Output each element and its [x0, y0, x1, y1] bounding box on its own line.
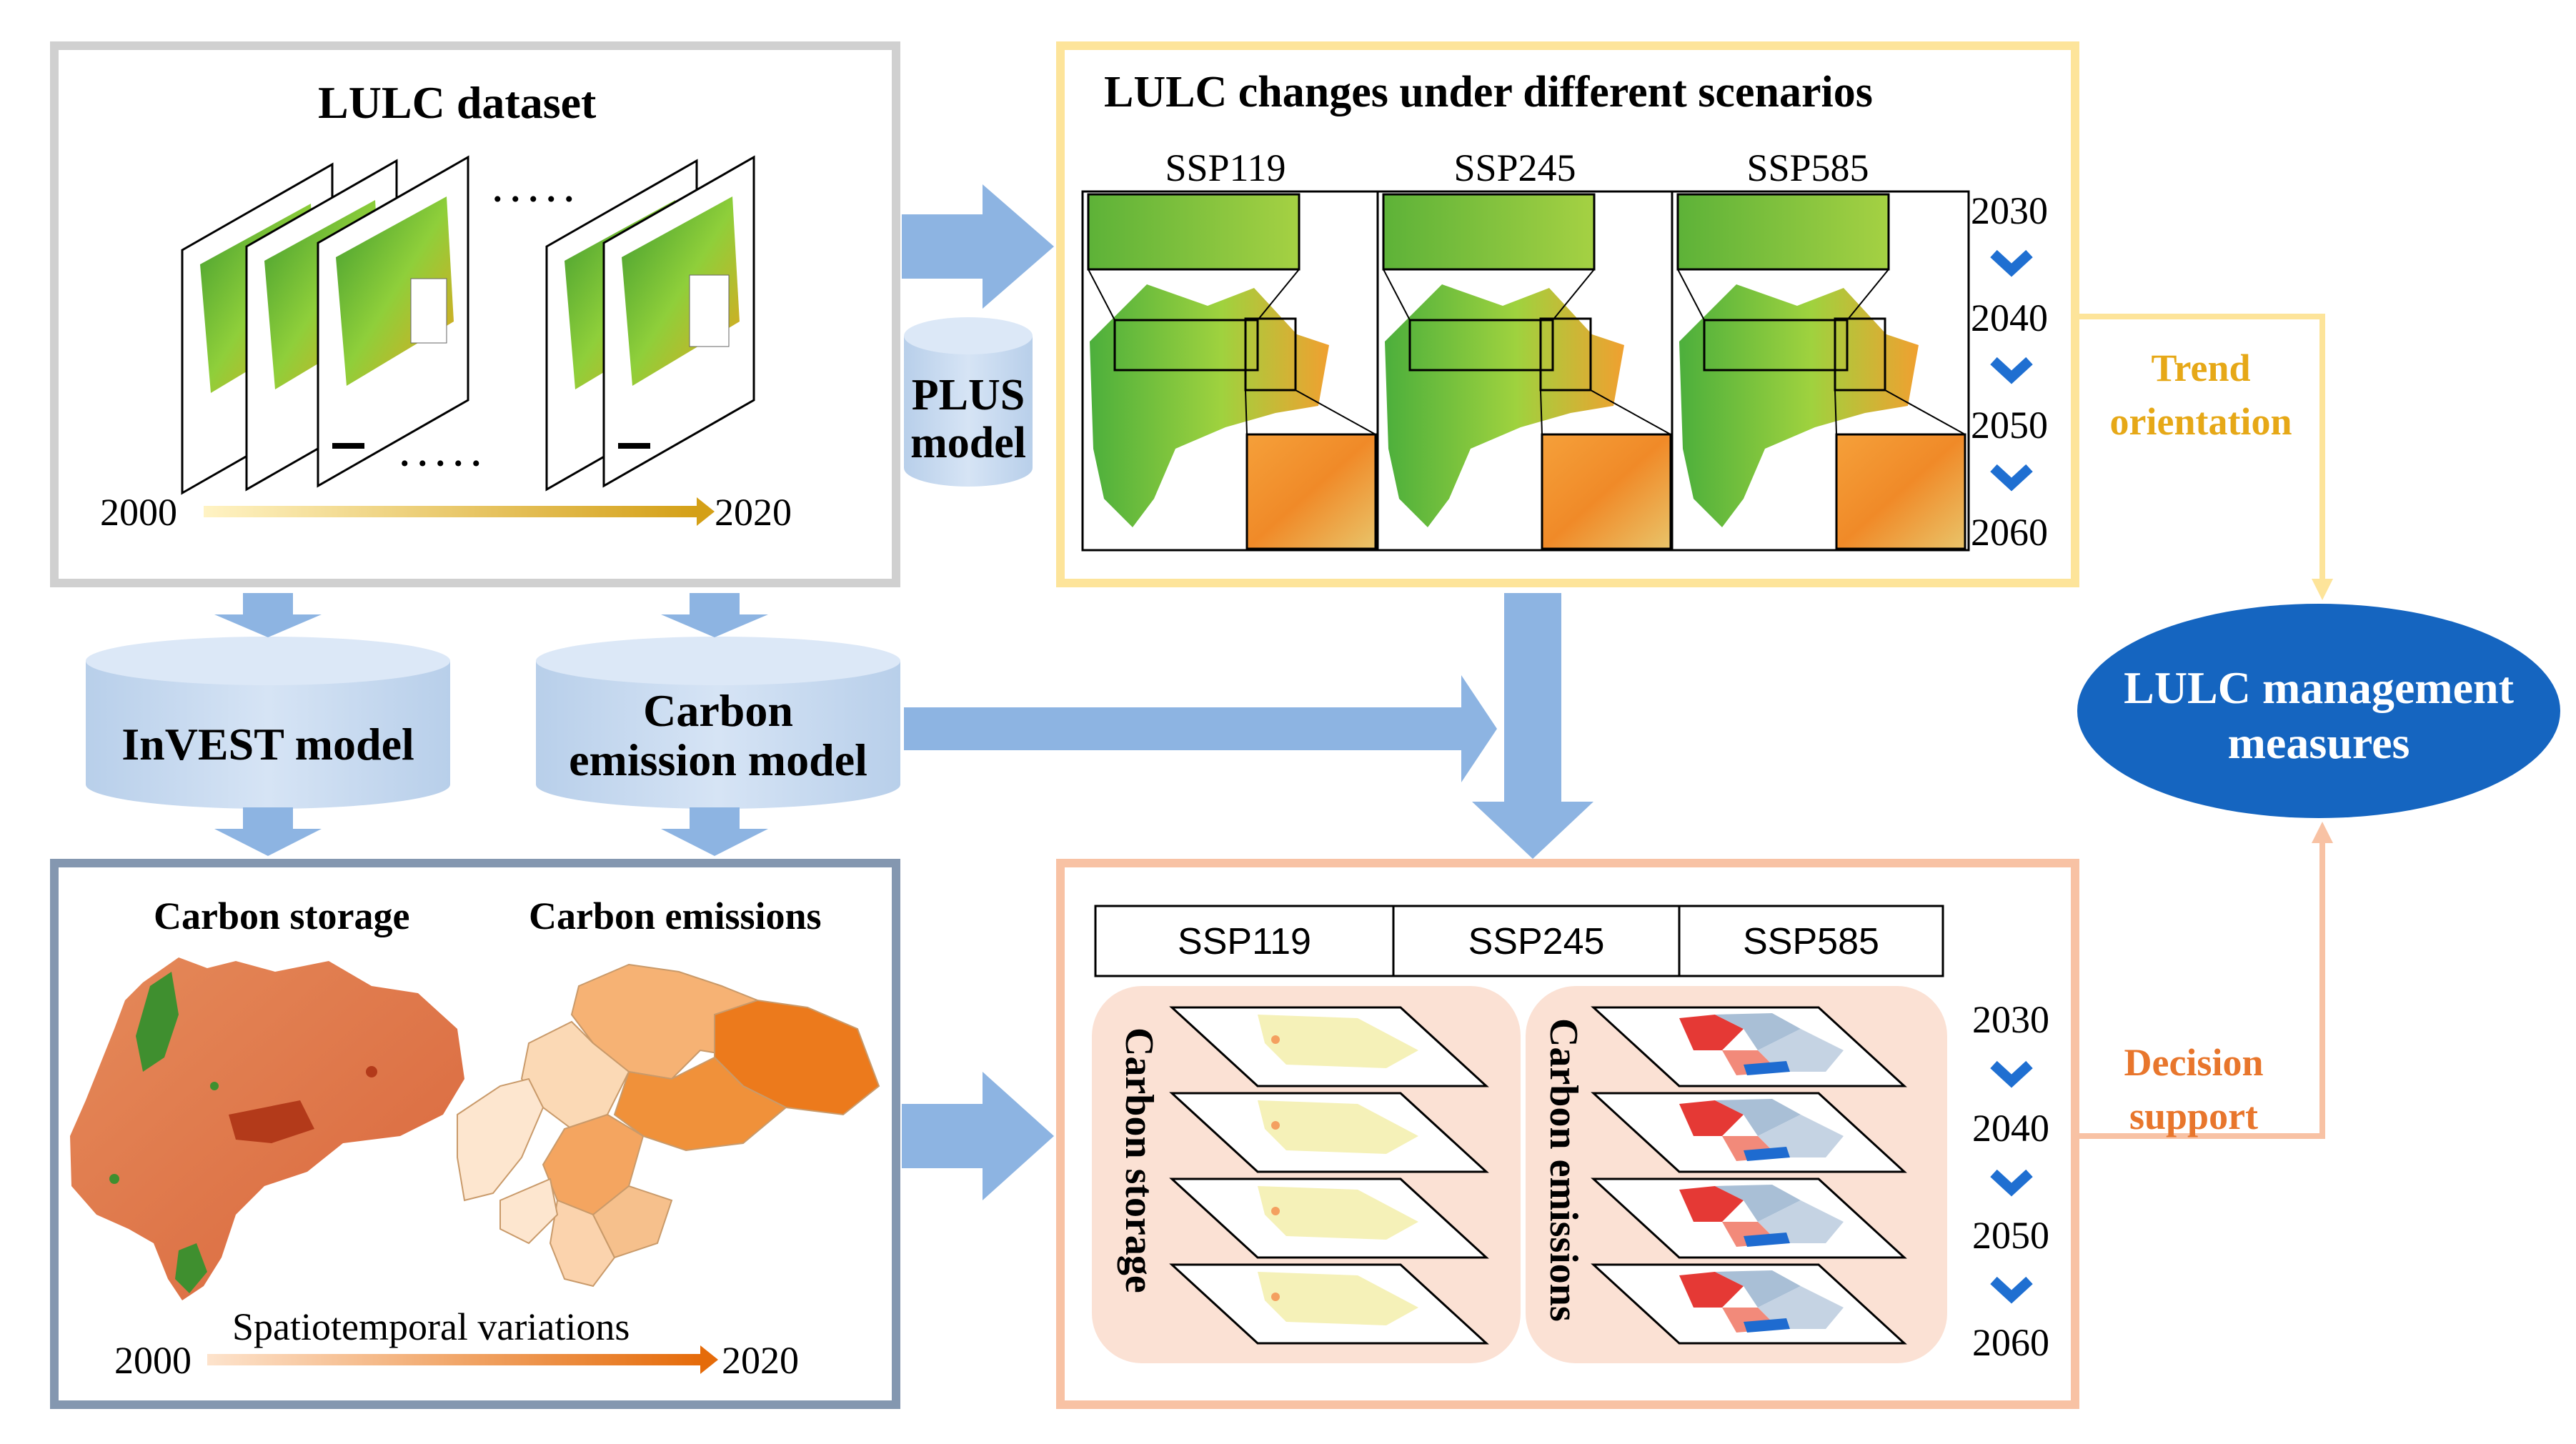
scenario-label-2: SSP245	[1453, 146, 1576, 189]
lulc-map-stack-right	[545, 155, 755, 492]
scenario-year-2030: 2030	[1971, 189, 2048, 232]
plus-model-label: PLUS model	[904, 372, 1033, 467]
lulc-year-start: 2000	[100, 491, 177, 534]
projection-scenario-2: SSP245	[1468, 921, 1605, 962]
scenario-label-3: SSP585	[1746, 146, 1869, 189]
management-line2: measures	[2227, 717, 2410, 768]
year-chevrons-bottom	[1990, 1060, 2033, 1304]
lulc-ellipsis-bottom: . . . . .	[400, 434, 481, 474]
management-line1: LULC management	[2124, 662, 2514, 713]
lulc-map-stack-left	[181, 155, 469, 495]
carbon-emissions-title: Carbon emissions	[529, 895, 822, 937]
trend-line2: orientation	[2109, 399, 2292, 443]
projection-year-2050: 2050	[1972, 1214, 2049, 1257]
scenario-label-1: SSP119	[1165, 146, 1286, 189]
projection-scenario-3: SSP585	[1743, 921, 1879, 962]
lulc-dataset-title: LULC dataset	[318, 77, 597, 128]
carbon-emission-model-line1: Carbon	[643, 685, 793, 736]
trend-orientation-label: Trend orientation	[2094, 342, 2308, 448]
plus-model-label-line1: PLUS	[911, 371, 1025, 419]
invest-model-cylinder	[86, 637, 450, 809]
carbon-year-start: 2000	[114, 1339, 192, 1382]
lulc-ellipsis-top: . . . . .	[493, 169, 574, 209]
projection-year-2030: 2030	[1972, 998, 2049, 1041]
scenarios-title: LULC changes under different scenarios	[1104, 68, 1873, 116]
storage-layer-stack	[1169, 1006, 1489, 1345]
block-arrows	[214, 184, 1593, 1200]
carbon-year-end: 2020	[722, 1339, 799, 1382]
projection-year-2040: 2040	[1972, 1107, 2049, 1150]
projection-scenario-1: SSP119	[1178, 921, 1311, 962]
carbon-emissions-map	[457, 963, 880, 1288]
invest-model-label: InVEST model	[121, 719, 414, 770]
trend-connector	[2079, 314, 2333, 600]
carbon-storage-map	[70, 957, 464, 1300]
projection-storage-label: Carbon storage	[1117, 1027, 1161, 1293]
carbon-year-arrow	[207, 1345, 718, 1374]
carbon-emission-model-cylinder	[536, 637, 900, 809]
decision-support-label: Decision support	[2087, 1036, 2301, 1142]
decision-line1: Decision	[2124, 1041, 2264, 1084]
management-label: LULC management measures	[2077, 661, 2560, 771]
spatiotemporal-caption: Spatiotemporal variations	[232, 1305, 630, 1348]
year-chevrons-top	[1990, 249, 2033, 492]
lulc-year-arrow	[204, 497, 715, 526]
projection-year-2060: 2060	[1972, 1321, 2049, 1364]
carbon-emission-model-line2: emission model	[569, 735, 867, 786]
scenario-year-2050: 2050	[1971, 404, 2048, 447]
plus-model-label-line2: model	[910, 418, 1026, 467]
management-ellipse	[2077, 604, 2560, 818]
decision-connector	[2079, 822, 2333, 1139]
scenario-year-2040: 2040	[1971, 297, 2048, 339]
emissions-layer-stack	[1591, 1006, 1907, 1345]
plus-model-cylinder	[904, 317, 1033, 487]
projection-emissions-label: Carbon emissions	[1541, 1018, 1586, 1322]
lulc-year-end: 2020	[715, 491, 792, 534]
decision-line2: support	[2129, 1094, 2259, 1137]
trend-line1: Trend	[2151, 347, 2251, 389]
carbon-storage-title: Carbon storage	[154, 895, 410, 937]
scenario-year-2060: 2060	[1971, 511, 2048, 554]
scenario-maps	[1081, 190, 1970, 552]
projection-scenario-header	[1094, 905, 1944, 977]
carbon-emission-model-label: Carbon emission model	[536, 686, 900, 785]
